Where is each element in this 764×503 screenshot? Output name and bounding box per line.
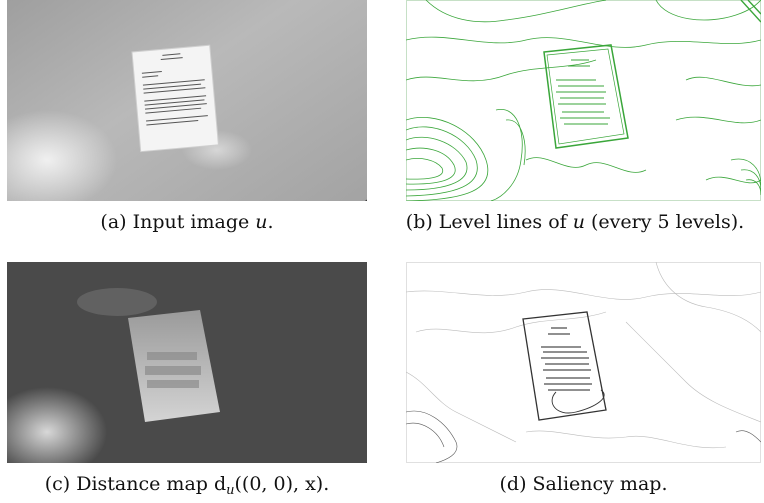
level-lines-image [406,0,761,201]
input-image [7,0,367,201]
caption-c: (c) Distance map du((0, 0), x). [7,472,367,503]
caption-c-suffix: ((0, 0), x). [234,473,330,495]
caption-b-suffix: (every 5 levels). [584,211,745,233]
caption-b: (b) Level lines of u (every 5 levels). [386,210,764,234]
caption-b-prefix: (b) Level lines of [405,211,573,233]
caption-a-suffix: . [267,211,274,233]
caption-b-math: u [572,211,585,233]
caption-c-prefix: (c) Distance map d [44,473,227,495]
caption-a-prefix: (a) Input image [100,211,256,233]
caption-a-math: u [255,211,268,233]
caption-a: (a) Input image u. [7,210,367,234]
saliency-map-image [406,262,761,463]
distance-map-image [7,262,367,463]
caption-c-math: u [226,483,235,498]
caption-d: (d) Saliency map. [406,472,761,496]
caption-d-prefix: (d) Saliency map. [499,473,668,495]
